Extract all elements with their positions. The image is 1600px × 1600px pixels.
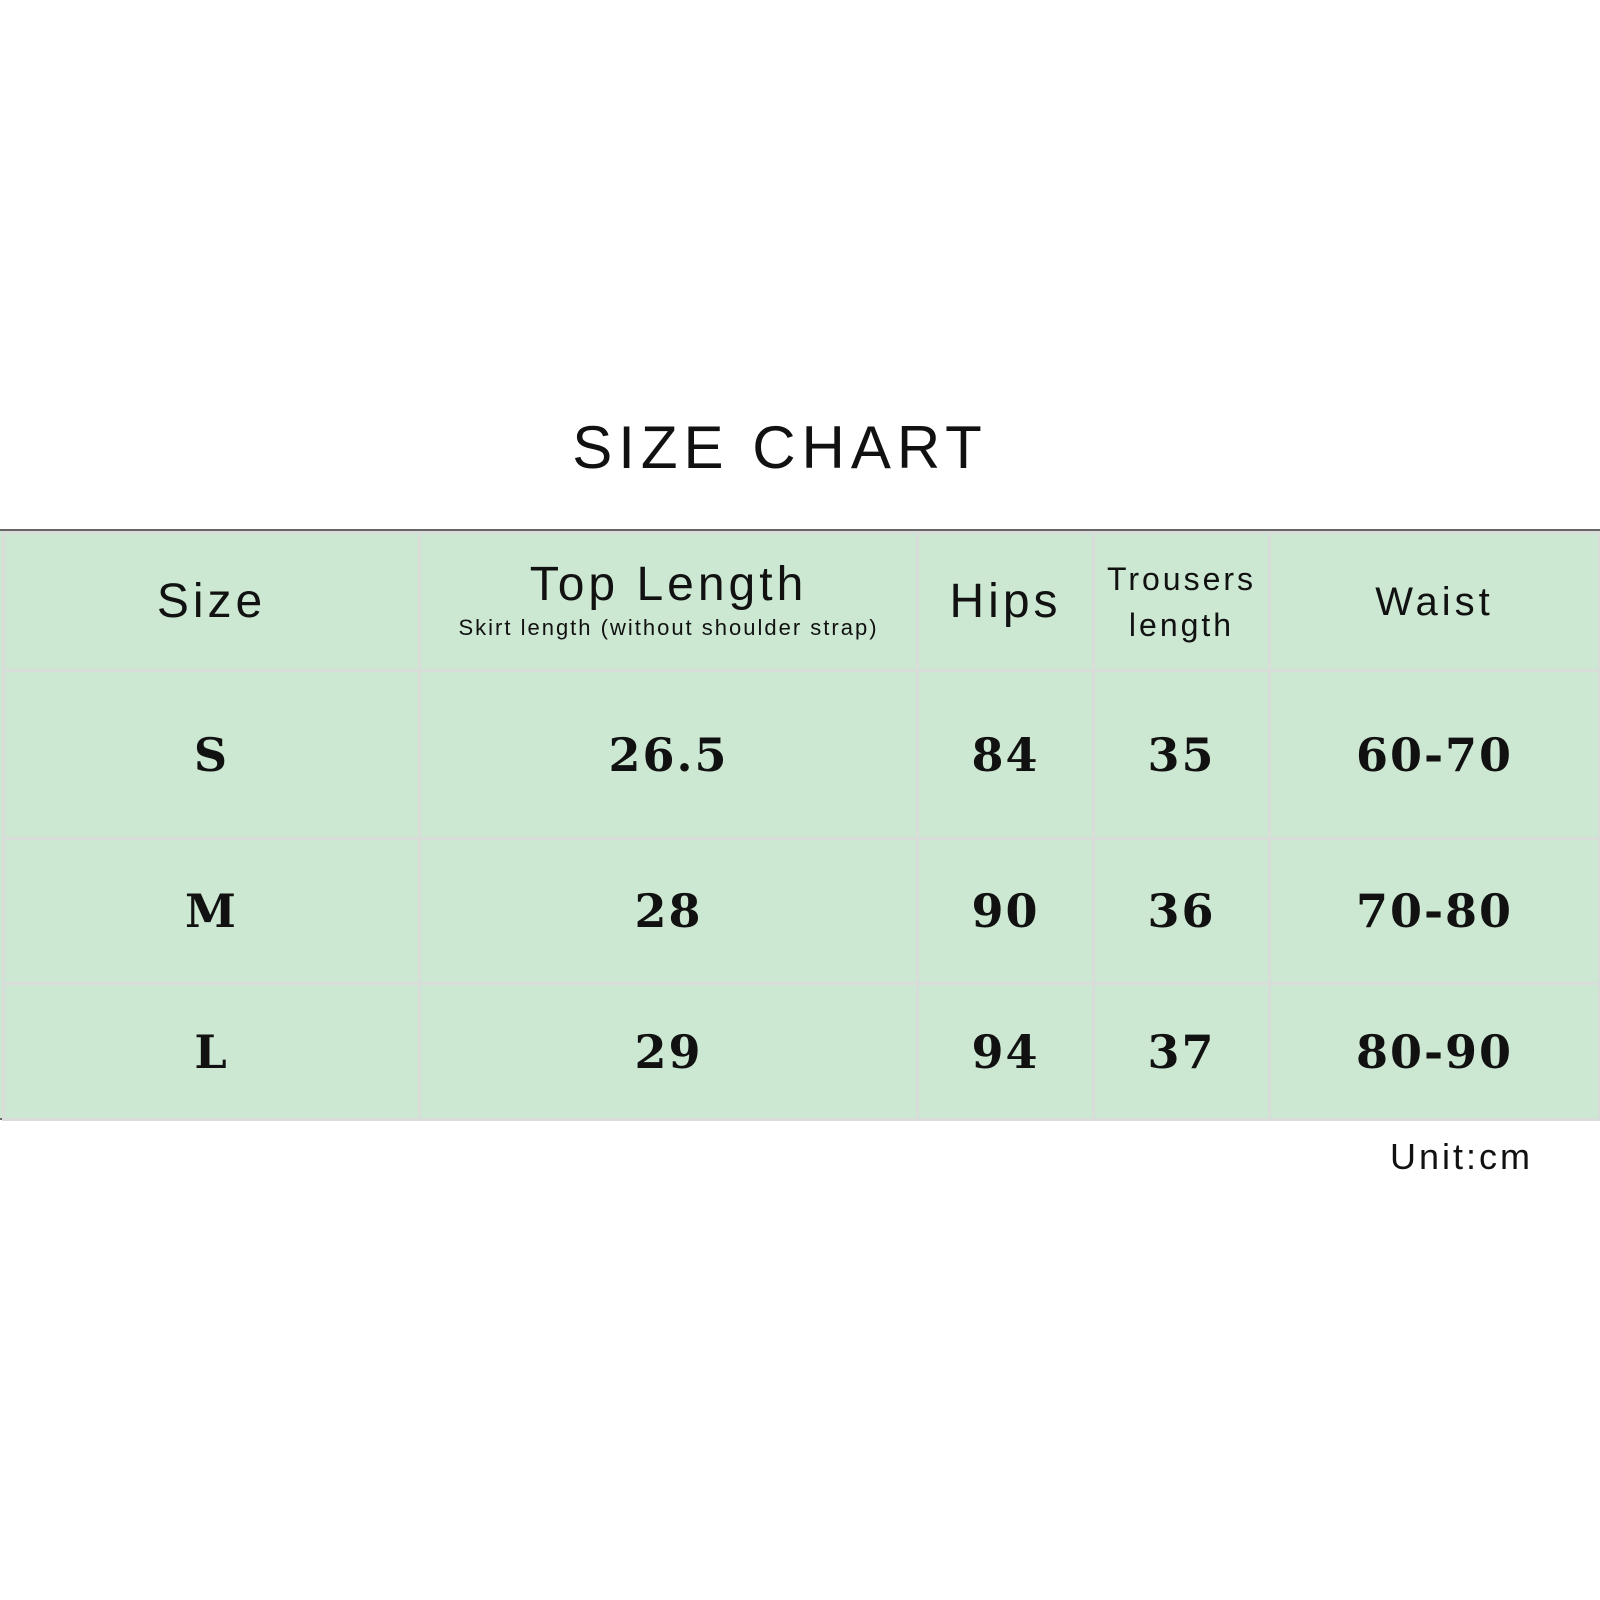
cell-top-length: 28 [418, 837, 919, 985]
header-trousers-line1: Trousers [1106, 560, 1257, 597]
cell-hips: 94 [916, 982, 1095, 1121]
table-row: M 28 90 36 70-80 [2, 837, 1600, 985]
header-hips-label: Hips [949, 574, 1062, 628]
header-waist-label: Waist [1375, 579, 1494, 624]
header-size-label: Size [156, 574, 267, 628]
header-size: Size [2, 531, 421, 672]
cell-top-length: 26.5 [418, 669, 919, 840]
header-top-length-sublabel: Skirt length (without shoulder strap) [458, 614, 879, 640]
cell-top-length: 29 [418, 982, 919, 1121]
unit-label: Unit:cm [1390, 1136, 1534, 1177]
table-header-row: Size Top Length Skirt length (without sh… [2, 531, 1600, 672]
table-row: S 26.5 84 35 60-70 [2, 669, 1600, 840]
header-waist: Waist [1268, 531, 1600, 672]
cell-hips: 84 [916, 669, 1095, 840]
cell-waist: 70-80 [1268, 837, 1600, 985]
size-chart-table: Size Top Length Skirt length (without sh… [2, 531, 1600, 1121]
header-hips: Hips [916, 531, 1095, 672]
cell-size: S [2, 669, 421, 840]
cell-size: M [2, 837, 421, 985]
table-row: L 29 94 37 80-90 [2, 982, 1600, 1121]
header-trousers-line2: length [1128, 606, 1235, 643]
cell-size: L [2, 982, 421, 1121]
size-chart-table-wrapper: Size Top Length Skirt length (without sh… [0, 529, 1600, 1121]
cell-waist: 60-70 [1268, 669, 1600, 840]
cell-trousers-length: 36 [1092, 837, 1271, 985]
header-trousers-length: Trousers length [1092, 531, 1271, 672]
page-title: SIZE CHART [572, 414, 988, 481]
cell-hips: 90 [916, 837, 1095, 985]
cell-trousers-length: 37 [1092, 982, 1271, 1121]
cell-trousers-length: 35 [1092, 669, 1271, 840]
header-top-length-label: Top Length [529, 557, 808, 611]
cell-waist: 80-90 [1268, 982, 1600, 1121]
header-top-length: Top Length Skirt length (without shoulde… [418, 531, 919, 672]
